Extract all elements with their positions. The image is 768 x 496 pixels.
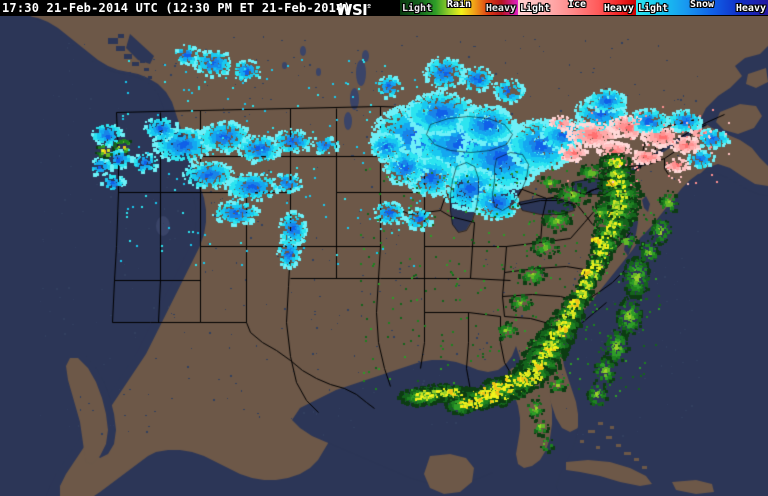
- legend-group-snow: Light Snow Heavy: [636, 0, 768, 15]
- snow-light-label: Light: [638, 3, 669, 14]
- rain-light-label: Light: [402, 3, 433, 14]
- legend-group-ice: Light Ice Heavy: [518, 0, 636, 15]
- ice-light-label: Light: [520, 3, 551, 14]
- legend-group-rain: Light Rain Heavy: [400, 0, 518, 15]
- ice-title-label: Ice: [567, 0, 587, 10]
- ice-heavy-label: Heavy: [603, 3, 634, 14]
- rain-heavy-label: Heavy: [485, 3, 516, 14]
- wsi-registered-mark: º: [367, 3, 372, 11]
- rain-gradient-bar: [400, 0, 518, 15]
- radar-map-canvas[interactable]: [0, 16, 768, 496]
- header-bar: 17:30 21-Feb-2014 UTC (12:30 PM ET 21-Fe…: [0, 0, 768, 19]
- radar-timestamp: 17:30 21-Feb-2014 UTC (12:30 PM ET 21-Fe…: [2, 1, 351, 15]
- snow-gradient-bar: [636, 0, 768, 15]
- snow-heavy-label: Heavy: [735, 3, 766, 14]
- rain-title-label: Rain: [446, 0, 472, 10]
- snow-title-label: Snow: [689, 0, 715, 10]
- ice-gradient-bar: [518, 0, 636, 15]
- wsi-logo-text: WSI: [336, 1, 368, 19]
- precipitation-legend: Light Rain Heavy Light Ice Heavy Light S…: [400, 0, 768, 15]
- wsi-logo: WSIº: [336, 0, 371, 19]
- radar-map[interactable]: [0, 16, 768, 496]
